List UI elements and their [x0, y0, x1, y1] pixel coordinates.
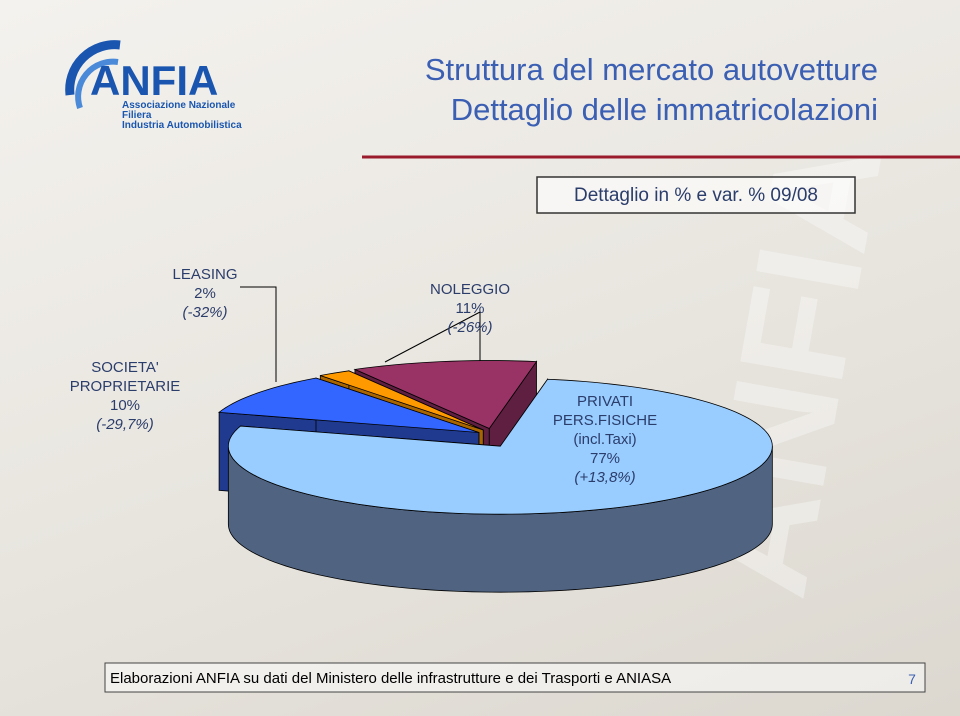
change-label: (-29,7%)	[96, 416, 154, 433]
data-label: SOCIETA' PROPRIETARIE 10% (-29,7%)	[70, 358, 181, 434]
slice	[218, 377, 480, 433]
title: Dettaglio delle immatricolazioni	[451, 92, 878, 127]
value-label: 77%	[589, 450, 621, 467]
value-label: 11%	[455, 300, 485, 317]
subtitle: Dettaglio in % e var. % 09/08	[574, 185, 818, 206]
slice	[227, 378, 773, 515]
data-label: NOLEGGIO 11% (-26%)	[430, 280, 510, 337]
page-number: 7	[908, 671, 916, 687]
data-label: PRIVATI PERS.FISICHE (incl.Taxi) 77% (+13,…	[553, 392, 657, 487]
footer-box	[104, 662, 926, 693]
logo-line: Associazione Nazionale	[122, 100, 236, 111]
category-label: SOCIETA' PROPRIETARIE	[69, 359, 181, 395]
change-label: (-26%)	[447, 319, 493, 336]
category-label: NOLEGGIO	[429, 281, 511, 298]
logo-arc	[65, 40, 121, 96]
leader-line	[240, 286, 277, 382]
category-label: LEASING	[172, 266, 238, 283]
footer-source: Elaborazioni ANFIA su dati del Ministero…	[110, 670, 671, 687]
leader-line	[384, 311, 481, 382]
category-label: PRIVATI PERS.FISICHE (incl.Taxi)	[552, 393, 658, 448]
logo-name: ANFIA	[90, 57, 218, 104]
data-label: LEASING 2% (-32%)	[172, 265, 237, 322]
slice	[320, 370, 484, 431]
change-label: (-32%)	[182, 304, 228, 321]
value-label: 10%	[109, 397, 141, 414]
logo-line: Filiera	[122, 110, 152, 121]
title: Struttura del mercato autovetture	[425, 52, 878, 87]
subtitle-box	[536, 176, 856, 214]
logo-line: Industria Automobilistica	[122, 120, 242, 131]
value-label: 2%	[194, 285, 216, 302]
logo-arc	[75, 58, 119, 109]
slice	[353, 360, 538, 430]
pie	[218, 360, 773, 593]
change-label: (+13,8%)	[574, 469, 636, 486]
